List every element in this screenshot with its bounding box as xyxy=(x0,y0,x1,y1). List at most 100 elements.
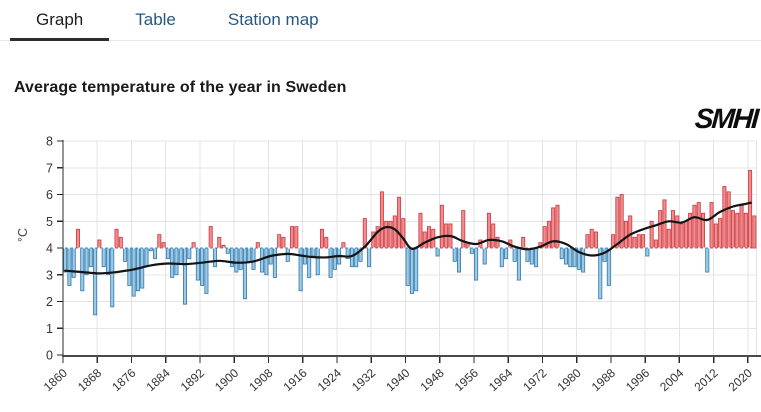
temperature-bar xyxy=(593,231,598,249)
temperature-bar xyxy=(666,228,671,249)
temperature-bar xyxy=(247,247,252,262)
svg-text:1884: 1884 xyxy=(143,366,172,394)
temperature-bar xyxy=(658,210,663,249)
temperature-bar xyxy=(379,191,384,249)
temperature-bar xyxy=(739,204,744,249)
temperature-bar xyxy=(315,247,320,276)
temperature-bar xyxy=(93,247,98,316)
svg-text:5: 5 xyxy=(46,215,53,229)
svg-text:1900: 1900 xyxy=(212,366,241,394)
temperature-bar xyxy=(662,199,667,249)
temperature-bar xyxy=(486,212,491,249)
temperature-bar xyxy=(264,247,269,276)
temperature-bar xyxy=(388,220,393,249)
tab-station-map[interactable]: Station map xyxy=(202,0,345,40)
temperature-bar xyxy=(324,236,329,249)
svg-text:4: 4 xyxy=(46,242,53,256)
temperature-bar xyxy=(726,191,731,249)
svg-text:1964: 1964 xyxy=(486,366,515,394)
temperature-bar xyxy=(418,212,423,249)
temperature-bar xyxy=(559,247,564,260)
temperature-bar xyxy=(606,247,611,286)
temperature-bar xyxy=(619,194,624,249)
tab-bar: Graph Table Station map xyxy=(0,0,761,41)
temperature-bars xyxy=(63,170,757,316)
temperature-bar xyxy=(671,210,676,249)
temperature-bar xyxy=(354,247,359,268)
temperature-bar xyxy=(748,170,753,249)
x-tick-labels: 1860 1868 1876 1884 1892 1900 1908 1916 1924 1932… xyxy=(41,366,755,394)
temperature-bar xyxy=(628,215,633,249)
svg-text:1892: 1892 xyxy=(178,366,207,394)
svg-text:8: 8 xyxy=(46,135,53,149)
temperature-bar xyxy=(525,247,530,262)
temperature-bar xyxy=(298,247,303,292)
temperature-bar xyxy=(645,247,650,257)
temperature-bar xyxy=(174,247,179,276)
temperature-bar xyxy=(97,239,102,249)
temperature-bar xyxy=(183,247,188,305)
temperature-bar xyxy=(427,226,432,249)
temperature-bar xyxy=(255,242,260,249)
temperature-bar xyxy=(294,226,299,249)
temperature-bar xyxy=(165,247,170,260)
temperature-bar xyxy=(101,247,106,268)
temperature-bar xyxy=(534,247,539,268)
temperature-bar xyxy=(679,223,684,249)
temperature-bar xyxy=(491,223,496,249)
temperature-bar xyxy=(692,204,697,249)
smhi-logo: SMHI xyxy=(693,103,759,134)
svg-text:1996: 1996 xyxy=(623,366,652,394)
y-axis-label: °C xyxy=(16,228,30,242)
temperature-bar xyxy=(187,247,192,260)
temperature-bar xyxy=(328,247,333,278)
temperature-bar xyxy=(144,247,149,268)
temperature-bar xyxy=(123,247,128,262)
temperature-bar xyxy=(63,247,68,273)
svg-text:1988: 1988 xyxy=(589,366,618,394)
temperature-bar xyxy=(482,247,487,265)
temperature-bar xyxy=(452,247,457,262)
temperature-bar xyxy=(251,247,256,270)
svg-text:1948: 1948 xyxy=(417,366,446,394)
svg-text:2012: 2012 xyxy=(691,366,720,394)
temperature-bar xyxy=(153,247,158,260)
temperature-bar xyxy=(217,236,222,249)
temperature-bar xyxy=(238,247,243,270)
temperature-bar xyxy=(589,228,594,249)
temperature-bar xyxy=(709,202,714,249)
temperature-bar xyxy=(345,247,350,260)
temperature-bar xyxy=(730,210,735,249)
svg-text:3: 3 xyxy=(46,268,53,282)
temperature-bar xyxy=(332,247,337,270)
svg-text:2020: 2020 xyxy=(726,366,755,394)
svg-text:1916: 1916 xyxy=(280,366,309,394)
temperature-bar xyxy=(414,247,419,292)
tab-table[interactable]: Table xyxy=(109,0,202,40)
temperature-bar xyxy=(277,234,282,249)
temperature-bar xyxy=(504,247,509,260)
temperature-bar xyxy=(675,215,680,249)
svg-text:1860: 1860 xyxy=(41,366,70,394)
temperature-bar xyxy=(367,247,372,268)
tab-graph[interactable]: Graph xyxy=(10,0,110,41)
temperature-bar xyxy=(319,228,324,249)
svg-text:1924: 1924 xyxy=(315,366,344,394)
temperature-bar xyxy=(311,247,316,257)
temperature-bar xyxy=(67,247,72,286)
temperature-bar xyxy=(362,218,367,249)
temperature-bar xyxy=(564,247,569,265)
temperature-bar xyxy=(84,247,89,276)
temperature-bar xyxy=(204,247,209,294)
temperature-bar xyxy=(435,247,440,257)
temperature-bar xyxy=(307,247,312,278)
temperature-bar xyxy=(114,228,119,249)
temperature-bar xyxy=(88,247,93,268)
temperature-bar xyxy=(585,234,590,249)
temperature-bar xyxy=(555,204,560,249)
temperature-bar xyxy=(696,202,701,249)
temperature-bar xyxy=(234,247,239,273)
svg-text:1: 1 xyxy=(46,322,53,336)
